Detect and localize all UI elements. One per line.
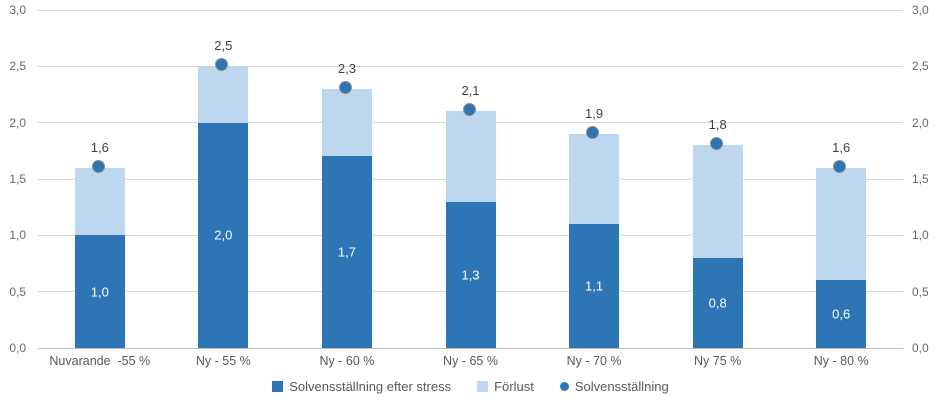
x-axis-category-label: Ny - 80 % [813, 354, 869, 368]
legend-label-forlust: Förlust [494, 379, 534, 394]
solvens-marker-value-label: 1,8 [708, 117, 727, 133]
bar-segment-stress [569, 224, 620, 348]
solvens-marker-dot [338, 80, 352, 94]
x-axis-line [38, 347, 903, 349]
y-axis-tick-label: 2,0 [9, 115, 26, 130]
bar-value-label-stress: 2,0 [214, 227, 233, 243]
solvens-marker-value-label: 2,5 [214, 38, 233, 54]
bar-value-label-stress: 0,8 [708, 295, 727, 311]
x-axis-category-label: Nuvarande -55 % [49, 354, 151, 368]
x-axis: Nuvarande -55 % Ny - 55 % Ny - 60 % Ny - 65… [38, 352, 903, 372]
bar-segment-forlust [816, 167, 867, 281]
legend-item-forlust: Förlust [477, 379, 534, 394]
y-axis-tick-label: 2,5 [912, 59, 929, 74]
x-axis-category-label: Ny - 60 % [319, 354, 375, 368]
bar-value-label-stress: 0,6 [832, 306, 851, 322]
legend-item-solvens: Solvensställning [559, 379, 669, 394]
bar-segment-forlust [321, 88, 372, 157]
bar-segment-stress [321, 156, 372, 348]
bar-segment-forlust [569, 133, 620, 225]
x-axis-category-label: Ny 75 % [694, 354, 742, 368]
y-axis-tick-label: 2,0 [912, 115, 929, 130]
y-axis-tick-label: 3,0 [9, 3, 26, 17]
solvens-marker-value-label: 2,1 [461, 83, 480, 99]
solvens-series-marker-icon [559, 382, 569, 391]
x-axis-category-label: Ny - 70 % [566, 354, 622, 368]
forlust-series-swatch-icon [477, 381, 489, 392]
bar-segment-stress [74, 235, 125, 348]
solvens-marker-value-label: 1,9 [585, 105, 604, 121]
y-axis-tick-label: 1,5 [9, 172, 26, 186]
bar-segment-forlust [74, 167, 125, 236]
bar-segment-forlust [198, 66, 249, 123]
y-axis-tick-label: 2,5 [9, 59, 26, 74]
legend-item-stress: Solvensställning efter stress [272, 379, 451, 394]
solvens-marker-dot [709, 137, 723, 151]
y-axis-tick-label: 1,5 [912, 172, 929, 186]
gridline [38, 9, 903, 11]
solvens-marker-dot [462, 103, 476, 117]
bar-value-label-stress: 1,3 [461, 267, 480, 283]
y-axis-tick-label: 1,0 [9, 228, 26, 243]
legend-label-solvens: Solvensställning [574, 379, 669, 394]
y-axis-tick-label: 0,5 [912, 284, 929, 299]
bar-segment-forlust [692, 145, 743, 258]
gridline [38, 65, 903, 67]
bar-segment-stress [692, 257, 743, 348]
bar-value-label-stress: 1,0 [90, 284, 109, 300]
bar-value-label-stress: 1,7 [337, 244, 356, 260]
solvens-marker-dot [91, 159, 105, 173]
y-axis-tick-label: 0,5 [9, 284, 26, 299]
solvens-marker-dot [833, 159, 847, 173]
solvens-marker-value-label: 1,6 [832, 139, 851, 155]
legend: Solvensställning efter stress Förlust So… [38, 379, 903, 394]
x-axis-category-label: Ny - 55 % [195, 354, 251, 368]
y-axis-tick-label: 0,0 [912, 341, 929, 355]
solvens-marker-dot [215, 58, 229, 72]
bar-segment-stress [198, 122, 249, 348]
y-axis-tick-label: 3,0 [912, 3, 929, 17]
legend-label-stress: Solvensställning efter stress [289, 379, 452, 394]
y-axis-tick-label: 1,0 [912, 228, 929, 243]
solvens-marker-value-label: 2,3 [337, 60, 356, 76]
x-axis-category-label: Ny - 65 % [443, 354, 498, 368]
solvens-marker-dot [586, 125, 600, 139]
stress-series-swatch-icon [272, 381, 284, 392]
y-axis-tick-label: 0,0 [9, 341, 26, 355]
y-axis-right: 0,0 0,5 1,0 1,5 2,0 2,5 3,0 [903, 3, 936, 355]
bar-segment-stress [816, 280, 867, 348]
plot-area: 1,0 1,6 2,0 2,5 1,7 2,3 1,3 2,1 1,1 1,9 0,8 1,8 0,6 1… [38, 9, 903, 349]
bar-segment-forlust [445, 111, 496, 202]
bar-segment-stress [445, 201, 496, 348]
bar-value-label-stress: 1,1 [585, 278, 604, 294]
y-axis-left: 0,0 0,5 1,0 1,5 2,0 2,5 3,0 [0, 3, 32, 355]
solvens-marker-value-label: 1,6 [90, 139, 109, 155]
